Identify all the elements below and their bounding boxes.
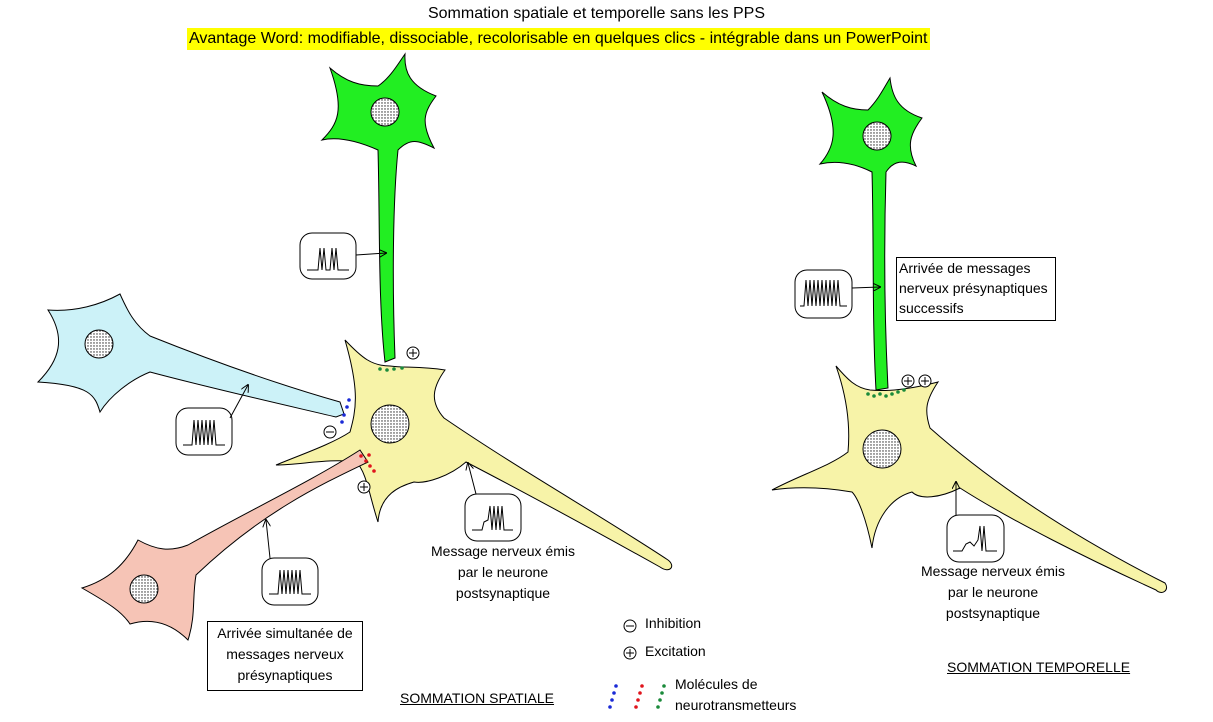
- excitation-sign-right-1: [901, 374, 915, 388]
- presyn-box-left-line3: présynaptiques: [237, 667, 333, 683]
- signal-bubble-green-left: [299, 232, 386, 280]
- legend-molecules-line1: Molécules de: [675, 676, 758, 692]
- signal-bubble-postsynaptic-left: [464, 463, 522, 542]
- diagram-subtitle: Avantage Word: modifiable, dissociable, …: [187, 28, 930, 50]
- presyn-box-left-line2: messages nerveux: [226, 646, 344, 662]
- emitted-right-line1: Message nerveux émis: [921, 563, 1065, 579]
- presyn-box-left-line1: Arrivée simultanée de: [217, 625, 353, 641]
- presyn-box-right-line1: Arrivée de messages: [899, 260, 1031, 276]
- presynaptic-neuron-pink: [80, 449, 369, 641]
- legend-molecules-label: Molécules de neurotransmetteurs: [675, 674, 796, 716]
- emitted-left-line3: postsynaptique: [455, 585, 551, 601]
- presynaptic-neuron-green-right: [818, 76, 923, 391]
- inhibition-sign-left: [323, 425, 337, 439]
- legend-inhibition-icon: [623, 619, 637, 633]
- legend-inhibition-label: Inhibition: [645, 615, 702, 631]
- nucleus-blue: [84, 329, 114, 359]
- emitted-left-line1: Message nerveux émis: [431, 543, 575, 559]
- presynaptic-successive-box: Arrivée de messages nerveux présynaptiqu…: [896, 257, 1056, 321]
- neurotransmitter-dots-blue: [340, 398, 351, 424]
- nucleus-pink: [129, 574, 159, 604]
- neurotransmitter-dots-green-left: [378, 366, 404, 372]
- legend-molecules-line2: neurotransmetteurs: [675, 697, 797, 713]
- legend-molecules-icon: [608, 684, 666, 709]
- emitted-right-line3: postsynaptique: [945, 605, 1041, 621]
- signal-bubble-pink: [261, 520, 319, 606]
- presynaptic-simultaneous-box: Arrivée simultanée de messages nerveux p…: [207, 621, 363, 691]
- spatial-summation-label: SOMMATION SPATIALE: [400, 690, 555, 706]
- neurotransmitter-dots-red: [359, 453, 376, 473]
- signal-bubble-blue: [175, 385, 248, 456]
- presyn-box-right-line3: successifs: [899, 300, 964, 316]
- nucleus-yellow-right: [862, 429, 902, 469]
- neurotransmitter-dots-green-right: [866, 388, 906, 398]
- presynaptic-neuron-green-left: [320, 52, 437, 363]
- legend-excitation-label: Excitation: [645, 643, 706, 659]
- presyn-box-right-line2: nerveux présynaptiques: [899, 280, 1048, 296]
- excitation-sign-right-2: [918, 374, 932, 388]
- temporal-summation-label: SOMMATION TEMPORELLE: [947, 659, 1131, 675]
- nucleus-yellow-left: [370, 404, 410, 444]
- diagram-title: Sommation spatiale et temporelle sans le…: [427, 5, 766, 22]
- nucleus-green-right: [862, 121, 892, 151]
- excitation-sign-top-left: [406, 346, 420, 360]
- nucleus-green-left: [370, 97, 400, 127]
- presynaptic-neuron-blue: [36, 293, 345, 418]
- postsynaptic-neuron-left: [275, 339, 673, 571]
- legend-excitation-icon: [623, 646, 637, 660]
- signal-bubble-postsynaptic-right: [946, 482, 1005, 563]
- excitation-sign-bottom-left: [357, 480, 371, 494]
- postsynaptic-neuron-right: [771, 365, 1168, 593]
- emitted-message-right: Message nerveux émis par le neurone post…: [908, 561, 1078, 624]
- emitted-left-line2: par le neurone: [457, 564, 549, 580]
- emitted-message-left: Message nerveux émis par le neurone post…: [418, 541, 588, 604]
- signal-bubble-green-right: [794, 269, 880, 319]
- emitted-right-line2: par le neurone: [947, 584, 1039, 600]
